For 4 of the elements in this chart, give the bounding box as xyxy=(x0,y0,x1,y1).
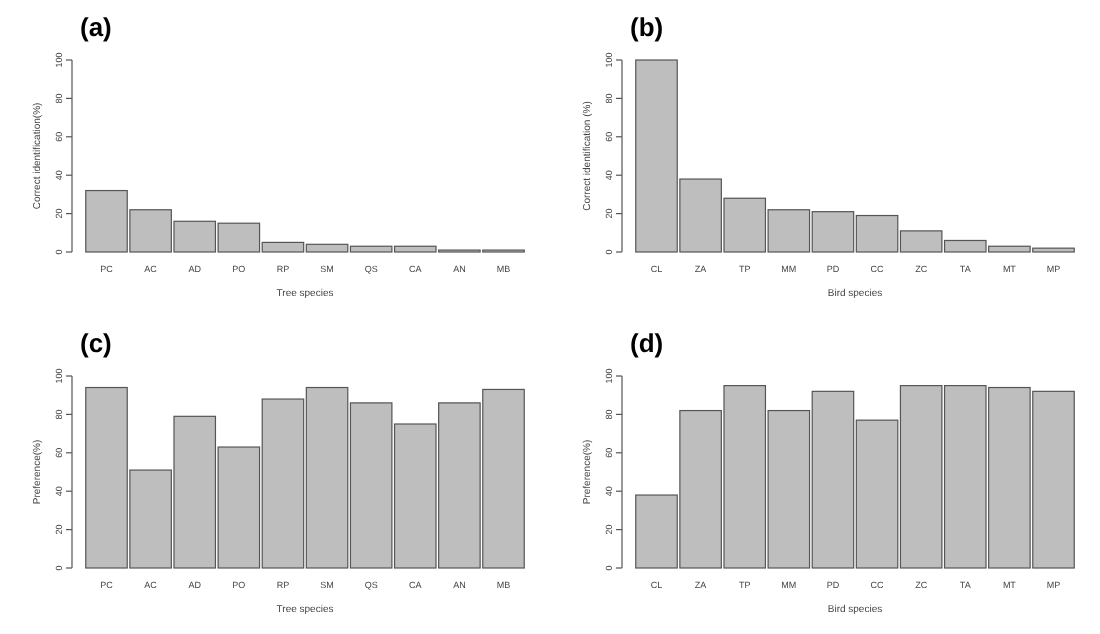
chart-title: (c) xyxy=(80,328,112,358)
chart-title: (d) xyxy=(630,328,664,358)
chart-title: (a) xyxy=(80,12,112,42)
chart-title: (b) xyxy=(630,12,664,42)
